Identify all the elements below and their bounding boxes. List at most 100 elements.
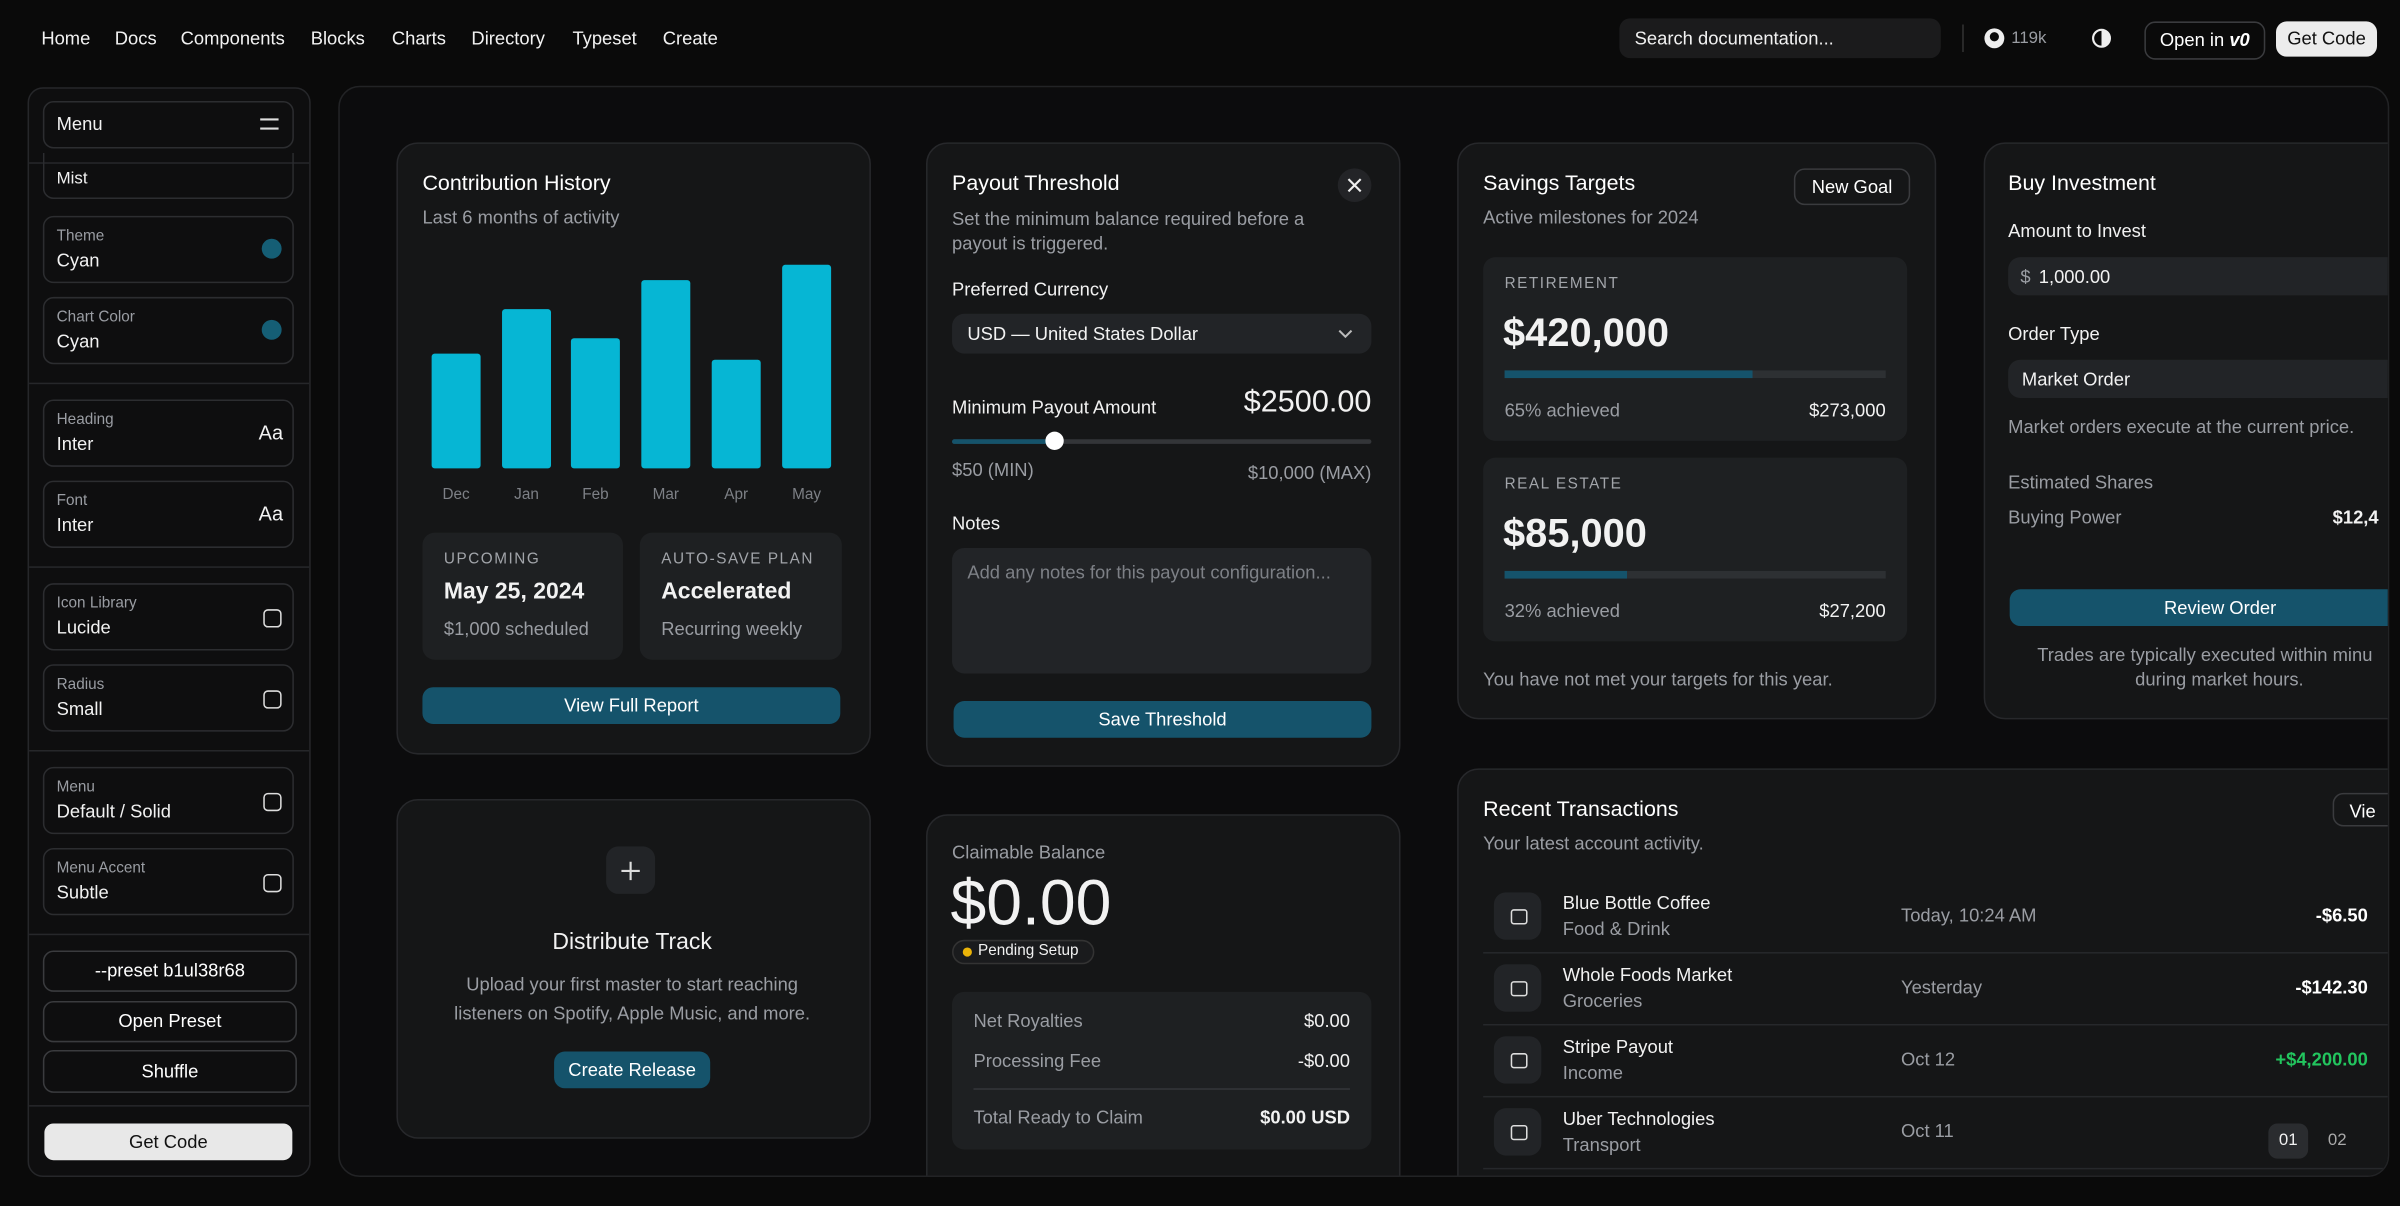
x-tick-label: Apr — [724, 486, 748, 503]
divider — [29, 749, 310, 752]
distribute-text: Upload your first master to start reachi… — [466, 973, 799, 995]
savings-footnote: You have not met your targets for this y… — [1483, 668, 1833, 691]
slider-thumb[interactable] — [1046, 431, 1065, 450]
view-all-button[interactable]: Vie — [2332, 792, 2388, 827]
tx-name: Blue Bottle Coffee — [1562, 892, 1711, 914]
tx-category: Groceries — [1562, 990, 1643, 1012]
tile — [422, 532, 623, 660]
card-subtitle: Last 6 months of activity — [422, 206, 620, 229]
sidebar — [27, 87, 311, 1178]
tx-category: Transport — [1562, 1134, 1641, 1156]
row-value: $0.00 — [1304, 1010, 1350, 1032]
option-button[interactable] — [42, 664, 294, 732]
bar — [641, 280, 691, 469]
swatch — [261, 319, 282, 340]
main-panel: Contribution History Last 6 months of ac… — [338, 85, 2390, 1178]
currency-select[interactable] — [952, 313, 1372, 354]
nav-link[interactable]: Home — [41, 27, 91, 49]
option-button[interactable] — [42, 296, 294, 365]
card-text: payout is triggered. — [952, 232, 1109, 255]
field-label: Minimum Payout Amount — [952, 396, 1157, 418]
amount-value: $2500.00 — [1243, 385, 1372, 420]
nav-link[interactable]: Charts — [391, 27, 446, 49]
theme-toggle[interactable] — [2091, 28, 2112, 49]
main-content: Contribution History Last 6 months of ac… — [340, 87, 2388, 1176]
progress-fill — [1504, 570, 1627, 579]
bar — [431, 353, 481, 469]
view-report-button[interactable]: View Full Report — [422, 687, 841, 724]
shares-label: Estimated Shares — [2008, 471, 2154, 493]
invest-footnote: Trades are typically executed within min… — [2037, 644, 2373, 666]
menu-button[interactable] — [42, 101, 294, 149]
tx-name: Uber Technologies — [1562, 1108, 1715, 1130]
distribute-title: Distribute Track — [552, 929, 712, 956]
status-badge — [952, 939, 1095, 965]
icon — [1510, 1053, 1528, 1069]
amount-value: 1,000.00 — [2038, 266, 2111, 288]
nav-link[interactable]: Blocks — [310, 27, 365, 49]
option-button[interactable] — [42, 583, 294, 651]
bar — [502, 309, 552, 469]
sidebar-get-code[interactable]: Get Code — [44, 1123, 293, 1161]
order-select[interactable] — [2008, 359, 2388, 398]
amount-input[interactable] — [2008, 257, 2388, 296]
new-goal-button[interactable]: New Goal — [1793, 168, 1911, 206]
preset-button[interactable]: --preset b1ul38r68 — [42, 950, 297, 992]
goal-label: RETIREMENT — [1504, 275, 1620, 293]
swatch — [261, 238, 282, 259]
slider-min: $50 (MIN) — [952, 459, 1034, 481]
option-icon: Aa — [258, 502, 284, 525]
order-note: Market orders execute at the current pri… — [2008, 416, 2355, 438]
nav-link[interactable]: Directory — [471, 27, 545, 49]
option-value: Default / Solid — [56, 800, 171, 822]
nav-link[interactable]: Create — [662, 27, 718, 49]
icon — [1510, 1124, 1528, 1141]
option-button[interactable] — [42, 480, 294, 548]
divider — [29, 566, 310, 568]
option-value: Cyan — [56, 330, 100, 353]
transaction-row[interactable] — [1483, 880, 2388, 954]
nav-link[interactable]: Docs — [114, 27, 157, 49]
search-placeholder: Search documentation... — [1634, 27, 1834, 49]
nav-link[interactable]: Components — [180, 27, 285, 49]
create-release-button[interactable]: Create Release — [554, 1051, 711, 1089]
search-box[interactable] — [1619, 18, 1941, 59]
option-icon — [263, 609, 282, 628]
save-threshold-button[interactable]: Save Threshold — [953, 701, 1372, 738]
goal-box — [1483, 457, 1908, 642]
progress-label: 65% achieved — [1504, 399, 1620, 421]
tile-value: May 25, 2024 — [443, 578, 585, 605]
status-dot — [962, 947, 972, 957]
card-subtitle: Your latest account activity. — [1483, 832, 1704, 855]
shuffle-button[interactable]: Shuffle — [42, 1049, 297, 1093]
card-title: Savings Targets — [1483, 169, 1636, 195]
transaction-row[interactable] — [1483, 952, 2388, 1026]
transaction-row[interactable] — [1483, 1024, 2388, 1098]
notes-input[interactable] — [952, 547, 1372, 674]
page-button[interactable]: 01 — [2268, 1123, 2309, 1159]
open-in-logo: v0 — [2229, 29, 2250, 51]
get-code-button[interactable]: Get Code — [2276, 21, 2378, 57]
row-value: -$0.00 — [1297, 1049, 1350, 1072]
option-button[interactable] — [42, 399, 294, 467]
github-icon[interactable] — [1984, 28, 2005, 49]
tx-name: Whole Foods Market — [1562, 964, 1733, 986]
option-label: Icon Library — [56, 595, 137, 613]
currency-symbol: $ — [2020, 266, 2031, 288]
page-button[interactable]: 02 — [2327, 1131, 2347, 1150]
progress-fill — [1504, 370, 1753, 379]
nav-link[interactable]: Typeset — [572, 27, 637, 49]
divider — [29, 162, 310, 164]
option-button[interactable] — [42, 847, 294, 916]
transaction-row[interactable] — [1483, 1096, 2388, 1170]
review-order-button[interactable]: Review Order — [2009, 589, 2388, 627]
open-preset-button[interactable]: Open Preset — [42, 1001, 297, 1043]
divider — [29, 1105, 310, 1107]
option-button[interactable] — [42, 766, 294, 835]
option-button[interactable] — [42, 215, 294, 284]
open-in-button[interactable]: Open in v0 — [2144, 21, 2266, 60]
partial-item: Mist — [42, 153, 294, 200]
option-value: Inter — [56, 433, 94, 455]
bar — [570, 338, 620, 469]
